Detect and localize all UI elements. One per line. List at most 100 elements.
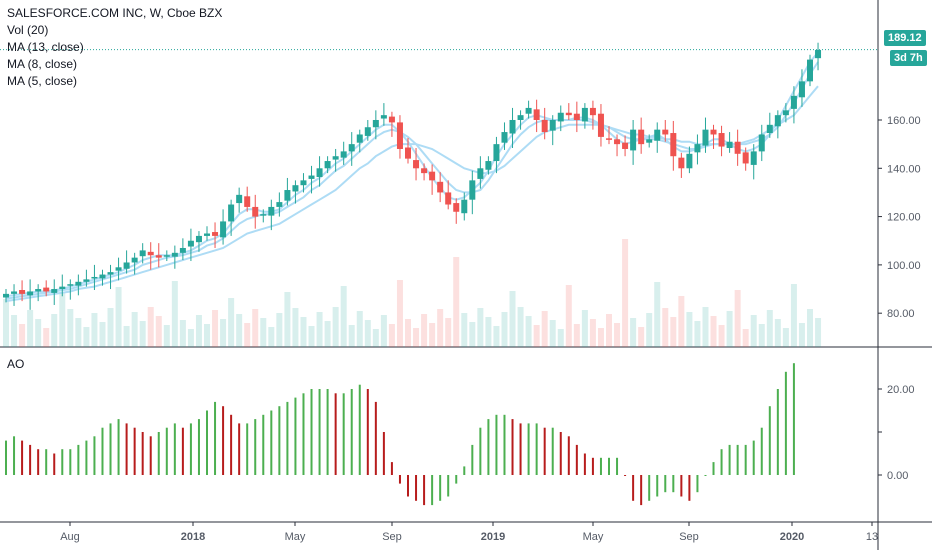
ao-bar bbox=[543, 427, 546, 475]
ao-bar bbox=[656, 475, 659, 497]
volume-bar bbox=[139, 321, 146, 347]
volume-bar bbox=[477, 308, 484, 347]
ao-bar bbox=[768, 406, 771, 475]
candle-body bbox=[734, 141, 741, 154]
volume-bar bbox=[581, 310, 588, 347]
time-tick-label: 2018 bbox=[181, 531, 205, 543]
ao-bar bbox=[431, 475, 434, 506]
ao-title[interactable]: AO bbox=[7, 357, 25, 371]
candle-body bbox=[710, 129, 717, 135]
candle-body bbox=[774, 115, 781, 127]
volume-bar bbox=[710, 316, 717, 347]
volume-bar bbox=[509, 291, 516, 347]
ao-bar bbox=[583, 453, 586, 475]
candle-body bbox=[525, 107, 532, 114]
ao-bar bbox=[45, 449, 48, 475]
time-tick-label: Sep bbox=[679, 531, 699, 543]
ao-bar bbox=[133, 427, 136, 475]
volume-bar bbox=[807, 309, 813, 347]
volume-bar bbox=[380, 315, 387, 347]
ao-bar bbox=[511, 419, 514, 475]
time-tick-label: May bbox=[285, 531, 306, 543]
volume-bar bbox=[59, 293, 66, 347]
candle-body bbox=[396, 122, 403, 149]
candle-body bbox=[557, 112, 564, 122]
candle-body bbox=[308, 175, 315, 179]
candle-body bbox=[421, 168, 428, 174]
price-tick-label: 140.00 bbox=[887, 163, 921, 175]
candle-body bbox=[606, 138, 612, 140]
volume-bar bbox=[115, 287, 122, 347]
ao-bar bbox=[744, 444, 747, 475]
volume-bar bbox=[356, 311, 363, 347]
volume-bar bbox=[276, 313, 283, 347]
ao-bar bbox=[334, 393, 337, 475]
candle-body bbox=[83, 279, 90, 282]
volume-bar bbox=[413, 328, 420, 347]
ao-bar bbox=[519, 423, 522, 475]
time-tick-label: 13 bbox=[866, 531, 878, 543]
volume-bar bbox=[815, 318, 822, 347]
price-tick-label: 100.00 bbox=[887, 260, 921, 272]
time-tick-label: May bbox=[583, 531, 604, 543]
candle-body bbox=[798, 81, 805, 98]
candle-body bbox=[766, 124, 773, 134]
ao-bar bbox=[117, 419, 120, 475]
ma5-legend[interactable]: MA (5, close) bbox=[7, 74, 78, 88]
volume-bar bbox=[204, 324, 210, 347]
ao-bar bbox=[495, 414, 498, 475]
volume-legend[interactable]: Vol (20) bbox=[7, 23, 49, 37]
ao-bar bbox=[776, 389, 779, 475]
ao-bar bbox=[648, 475, 651, 501]
volume-bar bbox=[260, 318, 267, 347]
candle-body bbox=[348, 144, 355, 152]
ao-bar bbox=[77, 444, 80, 475]
price-tick-label: 160.00 bbox=[887, 115, 921, 127]
candle-body bbox=[388, 116, 395, 123]
volume-bar bbox=[364, 320, 371, 347]
volume-bar bbox=[51, 314, 58, 347]
volume-bar bbox=[469, 322, 476, 347]
candle-body bbox=[750, 151, 757, 165]
ao-bar bbox=[672, 475, 675, 493]
candle-body bbox=[292, 185, 299, 192]
countdown-badge: 3d 7h bbox=[890, 50, 927, 66]
candle-body bbox=[437, 181, 444, 193]
candle-body bbox=[107, 272, 114, 275]
ma13-legend[interactable]: MA (13, close) bbox=[7, 40, 84, 54]
volume-bar bbox=[750, 315, 757, 347]
ao-bar bbox=[551, 427, 554, 475]
volume-bar bbox=[372, 329, 379, 347]
candle-body bbox=[43, 287, 50, 292]
ao-bar bbox=[487, 419, 490, 475]
chart-legend: SALESFORCE.COM INC, W, Cboe BZX Vol (20)… bbox=[7, 5, 222, 90]
ao-bar bbox=[189, 423, 192, 475]
ao-bar bbox=[447, 475, 450, 497]
symbol-title[interactable]: SALESFORCE.COM INC, W, Cboe BZX bbox=[7, 6, 223, 20]
candle-body bbox=[614, 139, 621, 145]
volume-bar bbox=[195, 315, 202, 347]
candle-body bbox=[541, 119, 548, 133]
candle-body bbox=[163, 255, 170, 257]
ma8-legend[interactable]: MA (8, close) bbox=[7, 57, 78, 71]
ao-bar bbox=[463, 466, 466, 475]
ao-bar bbox=[471, 444, 474, 475]
candle-body bbox=[646, 139, 653, 143]
ao-bar bbox=[591, 457, 594, 475]
ao-bar bbox=[181, 427, 184, 475]
candle-body bbox=[493, 144, 500, 162]
volume-bar bbox=[284, 292, 291, 347]
candle-body bbox=[461, 199, 468, 214]
volume-bar bbox=[437, 309, 444, 347]
ao-bar bbox=[696, 475, 699, 493]
ao-bar bbox=[664, 475, 667, 493]
ao-bar bbox=[704, 475, 707, 476]
ao-bar bbox=[165, 427, 168, 475]
ao-bar bbox=[608, 457, 610, 475]
candle-body bbox=[445, 192, 452, 205]
candle-body bbox=[477, 168, 484, 179]
volume-bar bbox=[332, 307, 339, 347]
candle-body bbox=[413, 160, 420, 169]
volume-bar bbox=[493, 326, 500, 347]
